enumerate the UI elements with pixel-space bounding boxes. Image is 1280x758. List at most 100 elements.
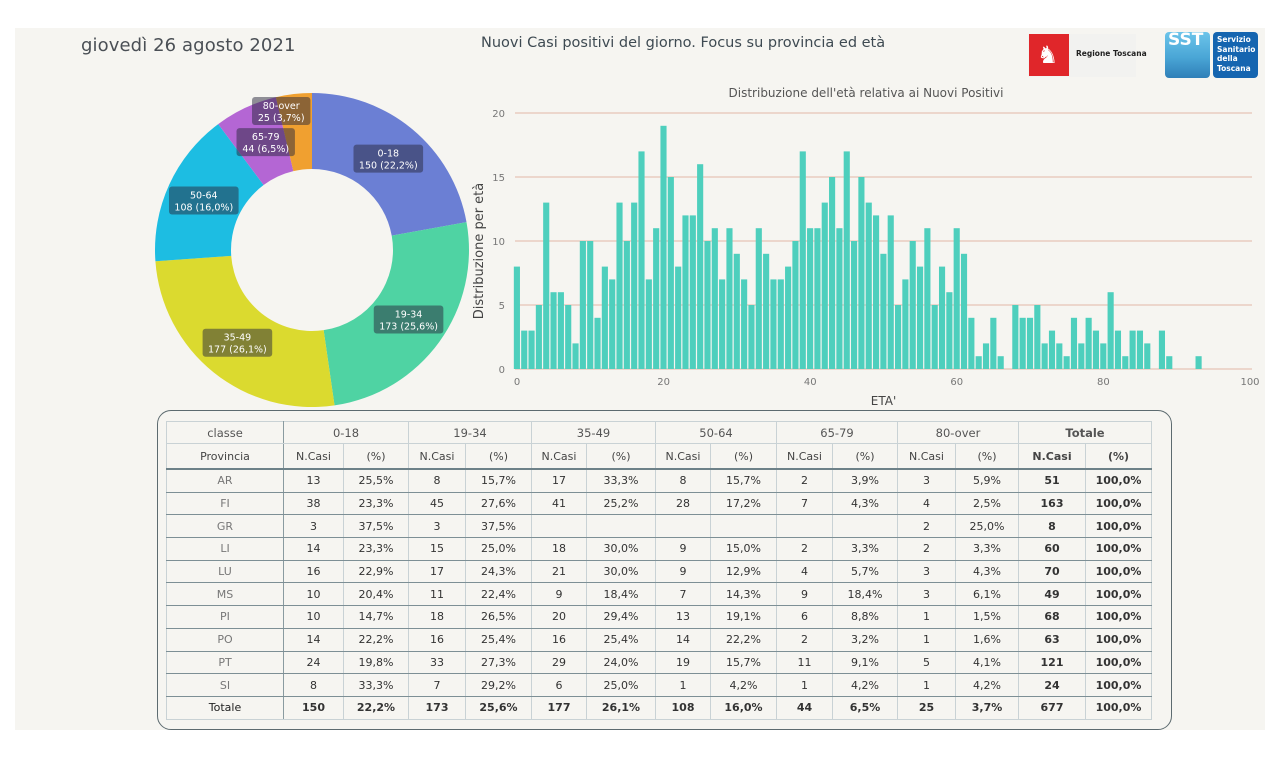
histogram-bar[interactable] — [1048, 330, 1056, 369]
histogram-bar[interactable] — [1019, 317, 1026, 369]
histogram-bar[interactable] — [748, 305, 755, 369]
histogram-bar[interactable] — [1122, 356, 1129, 369]
histogram-bar[interactable] — [631, 202, 638, 369]
histogram-bar[interactable] — [1056, 343, 1063, 369]
cell-n-casi: 11 — [776, 650, 833, 675]
histogram-bar[interactable] — [565, 305, 572, 369]
histogram-bar[interactable] — [799, 151, 806, 369]
histogram-bar[interactable] — [953, 228, 960, 369]
histogram-bar[interactable] — [880, 253, 887, 369]
histogram-bar[interactable] — [894, 305, 902, 369]
histogram-bar[interactable] — [821, 202, 828, 369]
histogram-bar[interactable] — [557, 292, 564, 369]
histogram-bar[interactable] — [689, 215, 696, 369]
histogram-bar[interactable] — [528, 330, 535, 369]
histogram-bar[interactable] — [1144, 343, 1151, 369]
histogram-bar[interactable] — [975, 356, 982, 369]
histogram-bar[interactable] — [1100, 343, 1107, 369]
histogram-bar[interactable] — [763, 253, 770, 369]
histogram-bar[interactable] — [982, 343, 990, 369]
histogram-bar[interactable] — [1063, 356, 1070, 369]
histogram-bar[interactable] — [865, 202, 872, 369]
histogram-bar[interactable] — [1026, 317, 1034, 369]
histogram-bar[interactable] — [638, 151, 645, 369]
histogram-bar[interactable] — [535, 305, 542, 369]
histogram-bar[interactable] — [609, 279, 616, 369]
histogram-bar[interactable] — [667, 177, 674, 369]
histogram-bar[interactable] — [1012, 305, 1019, 369]
histogram-bar[interactable] — [990, 317, 997, 369]
histogram-bar[interactable] — [902, 279, 909, 369]
histogram-bar[interactable] — [946, 292, 953, 369]
histogram-bar[interactable] — [1092, 330, 1100, 369]
pegasus-icon: ♞ — [1029, 34, 1069, 76]
histogram-bar[interactable] — [1166, 356, 1173, 369]
histogram-bar[interactable] — [807, 228, 814, 369]
cell-total-pct: 100,0% — [1085, 491, 1152, 516]
cell-n-casi: 44 — [776, 695, 833, 720]
histogram-bar[interactable] — [1114, 330, 1122, 369]
histogram-bar[interactable] — [858, 177, 865, 369]
histogram-bar[interactable] — [1078, 343, 1085, 369]
histogram-bar[interactable] — [550, 292, 557, 369]
histogram-bar[interactable] — [1041, 343, 1048, 369]
cell-pct: 25,6% — [465, 695, 532, 720]
histogram-bar[interactable] — [697, 164, 704, 369]
histogram-bar[interactable] — [770, 279, 777, 369]
histogram-bar[interactable] — [814, 228, 821, 369]
histogram-bar[interactable] — [777, 279, 784, 369]
histogram-bar[interactable] — [1085, 317, 1092, 369]
histogram-bar[interactable] — [938, 266, 946, 369]
header-group-80-over: 80-over — [897, 421, 1019, 444]
histogram-bar[interactable] — [829, 177, 836, 369]
histogram-bar[interactable] — [1034, 305, 1041, 369]
histogram-bar[interactable] — [1195, 356, 1202, 369]
histogram-bar[interactable] — [924, 228, 931, 369]
histogram-bar[interactable] — [660, 125, 667, 369]
histogram-bar[interactable] — [675, 266, 682, 369]
histogram-bar[interactable] — [623, 241, 630, 369]
histogram-bar[interactable] — [968, 317, 975, 369]
cell-total-n-casi: 49 — [1018, 582, 1086, 607]
histogram-bar[interactable] — [616, 202, 623, 369]
histogram-bar[interactable] — [916, 266, 924, 369]
histogram-bar[interactable] — [843, 151, 850, 369]
histogram-bar[interactable] — [873, 215, 880, 369]
histogram-bar[interactable] — [513, 266, 520, 369]
histogram-bar[interactable] — [726, 228, 733, 369]
histogram-bar[interactable] — [1070, 317, 1078, 369]
histogram-bar[interactable] — [682, 215, 689, 369]
histogram-bar[interactable] — [733, 253, 740, 369]
histogram-bar[interactable] — [601, 266, 608, 369]
histogram-bar[interactable] — [755, 228, 762, 369]
histogram-bar[interactable] — [704, 241, 711, 369]
histogram-bar[interactable] — [594, 317, 601, 369]
histogram-bar[interactable] — [543, 202, 550, 369]
histogram-bar[interactable] — [887, 215, 894, 369]
histogram-bar[interactable] — [960, 253, 968, 369]
histogram-bar[interactable] — [572, 343, 579, 369]
histogram-bar[interactable] — [587, 241, 594, 369]
histogram-bar[interactable] — [1129, 330, 1136, 369]
cell-total-pct: 100,0% — [1085, 650, 1152, 675]
histogram-bar[interactable] — [851, 241, 858, 369]
histogram-bar[interactable] — [909, 241, 916, 369]
histogram-bar[interactable] — [1158, 330, 1166, 369]
histogram-bar[interactable] — [997, 356, 1004, 369]
cases-by-province-table: classe 0-18 19-34 35-49 50-64 65-79 80-over Tot… — [166, 421, 1152, 720]
histogram-bar[interactable] — [792, 241, 799, 369]
histogram-bar[interactable] — [1136, 330, 1144, 369]
histogram-bar[interactable] — [1107, 292, 1114, 369]
histogram-bar[interactable] — [719, 279, 726, 369]
histogram-bar[interactable] — [785, 266, 792, 369]
histogram-bar[interactable] — [521, 330, 528, 369]
histogram-bar[interactable] — [579, 241, 586, 369]
histogram-bar[interactable] — [645, 279, 652, 369]
histogram-bar[interactable] — [711, 228, 718, 369]
histogram-bar[interactable] — [653, 228, 660, 369]
histogram-bar[interactable] — [741, 279, 748, 369]
cell-pct: 15,7% — [710, 650, 777, 675]
histogram-bar[interactable] — [836, 228, 843, 369]
histogram-bar[interactable] — [931, 305, 938, 369]
